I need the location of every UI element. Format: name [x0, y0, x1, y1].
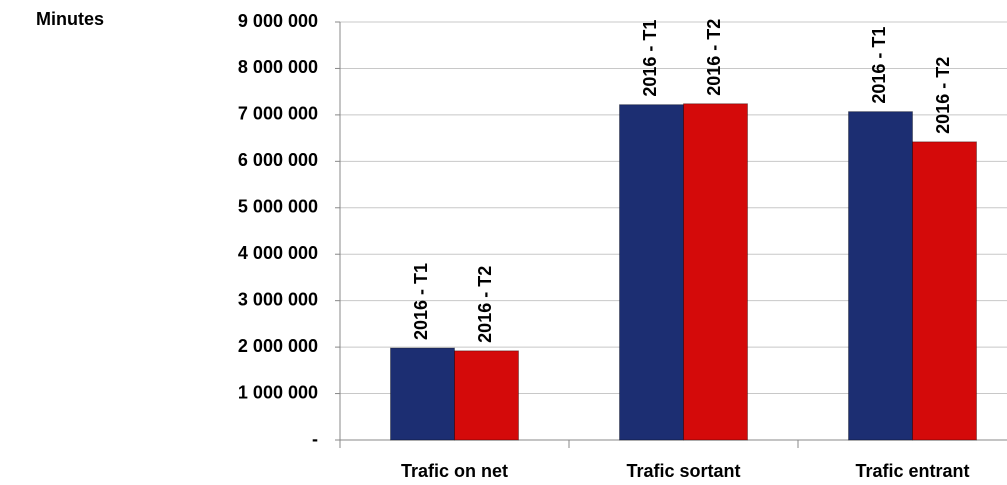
y-tick-label: -	[312, 429, 318, 449]
y-tick-label: 5 000 000	[238, 197, 318, 217]
y-tick-label: 7 000 000	[238, 104, 318, 124]
y-axis-label: Minutes	[36, 9, 104, 29]
y-tick-label: 6 000 000	[238, 150, 318, 170]
data-label: 2016 - T1	[869, 27, 889, 104]
data-label: 2016 - T2	[704, 19, 724, 96]
bar	[454, 350, 519, 441]
data-label: 2016 - T1	[640, 20, 660, 97]
bar	[619, 104, 684, 441]
y-tick-label: 4 000 000	[238, 243, 318, 263]
y-tick-label: 9 000 000	[238, 11, 318, 31]
bar	[390, 347, 455, 441]
y-tick-label: 8 000 000	[238, 57, 318, 77]
y-tick-label: 1 000 000	[238, 382, 318, 402]
y-tick-label: 3 000 000	[238, 289, 318, 309]
y-tick-label: 2 000 000	[238, 336, 318, 356]
x-tick-label: Trafic sortant	[626, 461, 740, 481]
data-label: 2016 - T2	[475, 266, 495, 343]
bar	[848, 111, 913, 441]
data-label: 2016 - T2	[933, 57, 953, 134]
data-label: 2016 - T1	[411, 263, 431, 340]
bar	[683, 103, 748, 441]
bar	[912, 141, 977, 441]
x-tick-label: Trafic entrant	[855, 461, 969, 481]
x-tick-label: Trafic on net	[401, 461, 508, 481]
